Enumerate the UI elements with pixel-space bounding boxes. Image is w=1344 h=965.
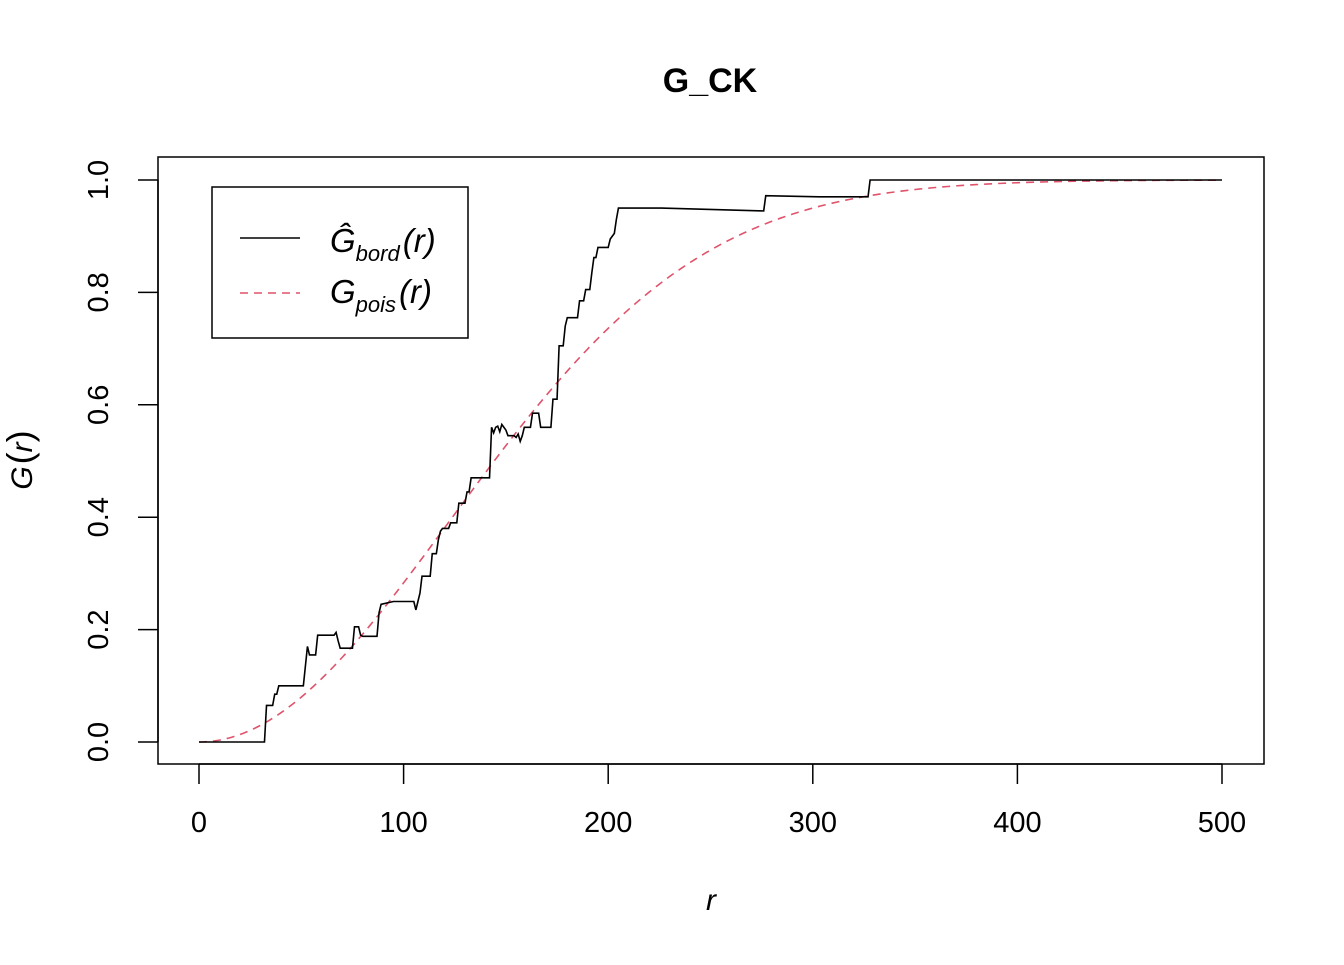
legend-label-empirical-open-paren: ( [403,222,417,259]
legend-label-theoretical: Gpois(r) [330,273,432,317]
legend: Ĝbord(r) Gpois(r) [211,186,469,339]
legend-label-theoretical-arg: r [410,273,423,310]
legend-label-empirical-arg: r [414,222,427,259]
y-tick-label: 0.6 [83,385,115,425]
y-axis-label-arg: r [6,441,39,452]
x-tick-label: 400 [993,807,1041,839]
y-axis: 0.0 0.2 0.4 0.6 0.8 1.0 [83,160,159,762]
legend-label-theoretical-main: G [330,273,356,310]
x-axis-label: r [706,884,717,917]
legend-label-empirical-main: Ĝ [330,222,356,259]
legend-label-empirical-close-paren: ) [421,222,436,259]
x-axis: 0 100 200 300 400 500 [191,763,1246,839]
y-tick-label: 0.4 [83,497,115,537]
y-axis-label-main: G [6,466,39,489]
series-layer [198,179,1223,743]
legend-label-theoretical-close-paren: ) [417,273,432,310]
x-tick-label: 200 [584,807,632,839]
x-tick-label: 100 [379,807,427,839]
series-empirical-line [199,179,1222,743]
y-tick-label: 0.0 [83,722,115,762]
y-tick-label: 1.0 [83,160,115,200]
legend-label-empirical-sub: bord [356,241,401,266]
series-theoretical-line [198,179,1223,743]
y-axis-label-close-paren: ) [0,430,40,442]
legend-label-theoretical-sub: pois [355,292,396,317]
y-tick-label: 0.2 [83,609,115,649]
chart-title: G_CK [663,62,758,100]
legend-label-empirical: Ĝbord(r) [330,222,436,266]
x-tick-label: 500 [1198,807,1246,839]
x-tick-label: 0 [191,807,207,839]
legend-box [211,186,469,339]
x-tick-label: 300 [789,807,837,839]
y-axis-label-open-paren: ( [0,452,40,464]
y-axis-label: G (r) [0,430,40,489]
legend-label-theoretical-open-paren: ( [399,273,413,310]
y-tick-label: 0.8 [83,272,115,312]
